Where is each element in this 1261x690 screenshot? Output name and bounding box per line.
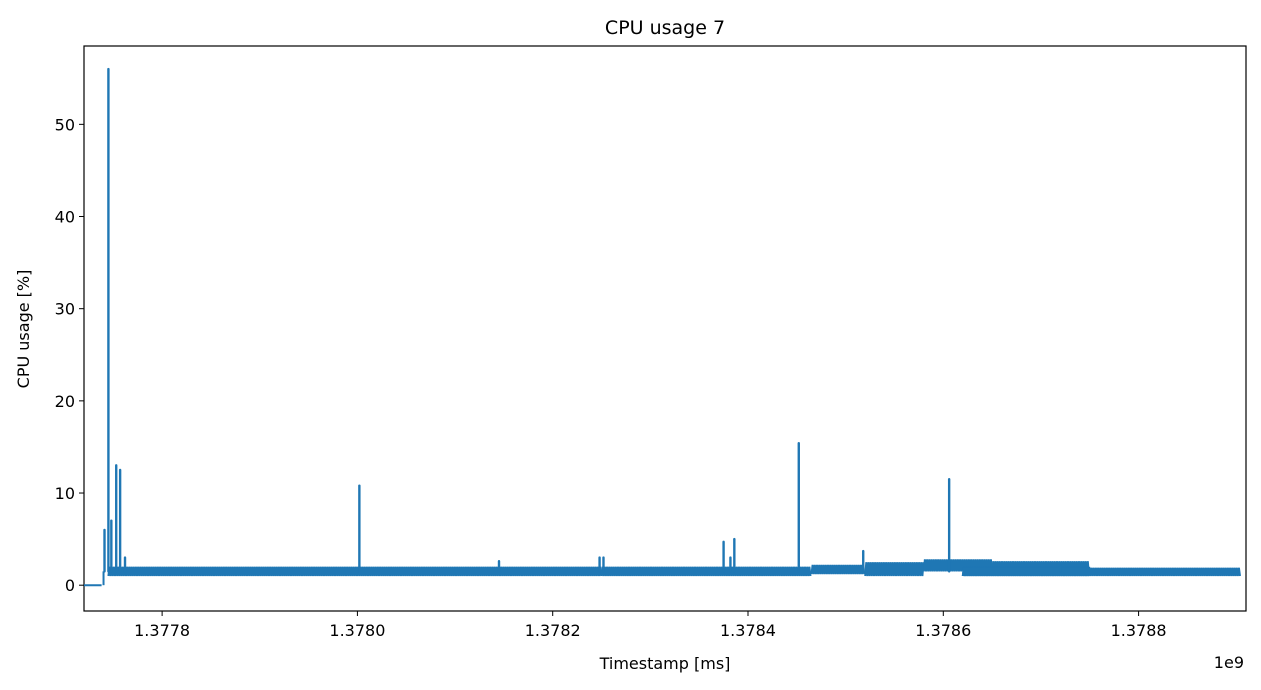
y-tick-label: 10 [55, 484, 75, 503]
y-tick-label: 0 [65, 576, 75, 595]
x-axis-ticks: 1.3778 1.3780 1.3782 1.3784 1.3786 1.3788 [134, 611, 1167, 640]
y-axis-title: CPU usage [%] [14, 270, 33, 389]
series-layer [84, 67, 1241, 587]
series-line [84, 67, 1241, 587]
x-tick-label: 1.3780 [329, 621, 385, 640]
y-axis-ticks: 0 10 20 30 40 50 [55, 115, 84, 595]
x-tick-label: 1.3778 [134, 621, 190, 640]
x-axis-offset-label: 1e9 [1214, 653, 1244, 672]
series-baseline-segment [600, 566, 812, 577]
y-tick-label: 30 [55, 300, 75, 319]
x-axis-title: Timestamp [ms] [599, 654, 731, 673]
series-baseline-segment [961, 567, 1241, 577]
plot-frame [83, 45, 1247, 612]
y-tick-label: 20 [55, 392, 75, 411]
x-tick-label: 1.3786 [915, 621, 971, 640]
chart-title: CPU usage 7 [605, 17, 725, 39]
y-tick-label: 50 [55, 115, 75, 134]
x-tick-label: 1.3784 [720, 621, 776, 640]
plot-area: 1.3778 1.3780 1.3782 1.3784 1.3786 1.3788 0 10… [55, 45, 1247, 640]
x-tick-label: 1.3782 [525, 621, 581, 640]
y-tick-label: 40 [55, 208, 75, 227]
x-tick-label: 1.3788 [1111, 621, 1167, 640]
series-baseline-segment [107, 566, 603, 577]
series-baseline-segment [810, 564, 866, 575]
series-baseline-segment [864, 562, 925, 577]
